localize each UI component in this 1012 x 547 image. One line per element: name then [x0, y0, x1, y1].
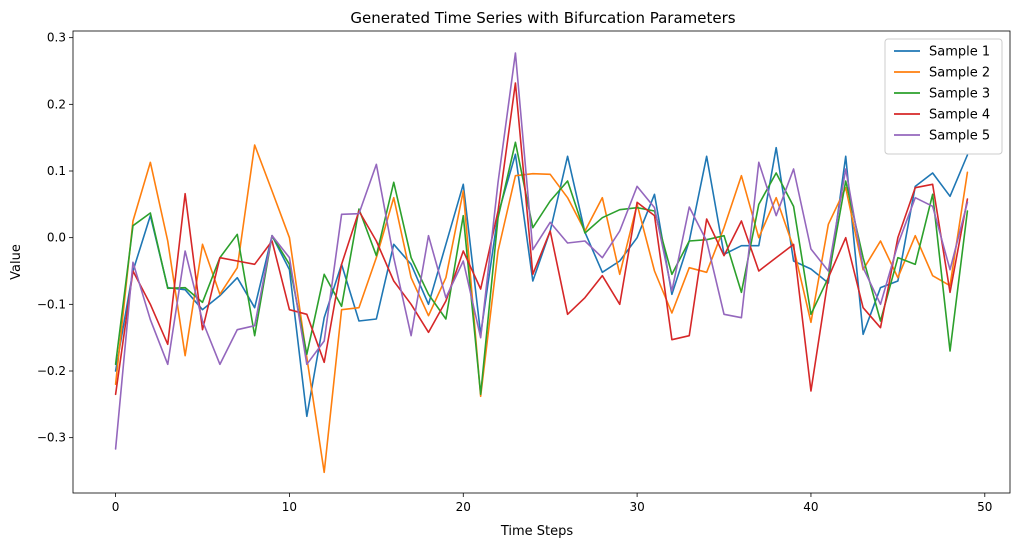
y-tick-label: −0.1 — [37, 297, 66, 311]
y-axis-label: Value — [9, 244, 24, 280]
y-axis: −0.3 −0.2 −0.1 0.0 0.1 0.2 0.3 — [37, 31, 73, 445]
chart-title: Generated Time Series with Bifurcation P… — [350, 9, 735, 27]
x-tick-label: 20 — [456, 500, 471, 514]
legend-label: Sample 5 — [929, 129, 990, 144]
x-tick-label: 0 — [112, 500, 120, 514]
y-tick-label: 0.0 — [47, 231, 66, 245]
legend-label: Sample 2 — [929, 66, 990, 81]
x-axis-label: Time Steps — [500, 524, 574, 539]
x-tick-label: 30 — [629, 500, 644, 514]
y-tick-label: −0.2 — [37, 364, 66, 378]
x-tick-label: 50 — [977, 500, 992, 514]
legend: Sample 1 Sample 2 Sample 3 Sample 4 Sample 5 — [884, 38, 1003, 155]
x-tick-label: 40 — [803, 500, 818, 514]
legend-label: Sample 1 — [929, 45, 990, 60]
legend-label: Sample 3 — [929, 87, 990, 102]
series-line-sample-3 — [114, 141, 969, 396]
plot-area-frame — [72, 30, 1011, 494]
y-tick-label: 0.3 — [47, 31, 66, 45]
series-line-sample-1 — [114, 146, 969, 418]
x-axis: 0 10 20 30 40 50 — [112, 493, 992, 514]
legend-frame — [884, 38, 1003, 155]
y-tick-label: 0.1 — [47, 164, 66, 178]
x-tick-label: 10 — [282, 500, 297, 514]
series-line-sample-2 — [114, 144, 969, 474]
series-line-sample-5 — [114, 52, 969, 450]
plot-lines — [114, 52, 969, 474]
y-tick-label: −0.3 — [37, 431, 66, 445]
legend-label: Sample 4 — [929, 108, 990, 123]
y-tick-label: 0.2 — [47, 97, 66, 111]
series-line-sample-4 — [114, 82, 969, 396]
